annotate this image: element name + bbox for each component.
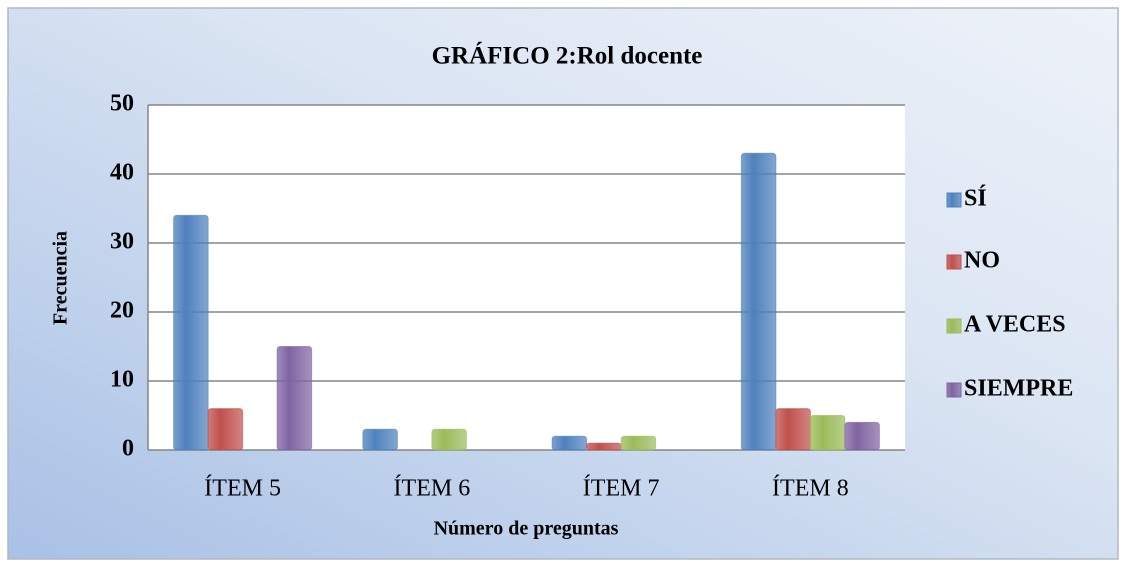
legend-swatch <box>946 254 962 270</box>
y-tick-label: 40 <box>110 160 134 186</box>
bar <box>551 435 588 451</box>
bar <box>173 214 209 451</box>
y-tick-label: 0 <box>122 436 134 462</box>
legend-label: NO <box>964 248 1000 274</box>
y-tick-label: 30 <box>110 229 134 255</box>
bar <box>620 435 657 451</box>
legend-swatch <box>946 382 962 398</box>
bar <box>844 421 880 451</box>
bar <box>740 152 777 451</box>
x-tick-label: ÍTEM 7 <box>583 476 660 502</box>
y-tick-label: 10 <box>110 367 134 393</box>
bar <box>775 408 811 451</box>
chart-title: GRÁFICO 2:Rol docente <box>432 42 703 70</box>
legend-label: SIEMPRE <box>964 376 1073 402</box>
x-axis-title: Número de preguntas <box>434 518 619 540</box>
legend-swatch <box>946 318 962 334</box>
legend-label: A VECES <box>964 312 1066 338</box>
bar <box>809 415 846 451</box>
x-tick-label: ÍTEM 5 <box>204 476 281 502</box>
bar <box>362 428 398 451</box>
bar <box>276 346 313 451</box>
bar <box>431 428 467 451</box>
legend-label: SÍ <box>964 186 987 212</box>
y-tick-label: 50 <box>110 91 134 117</box>
legend-swatch <box>946 192 962 208</box>
plot-area <box>148 105 905 450</box>
y-tick-label: 20 <box>110 298 134 324</box>
x-tick-label: ÍTEM 6 <box>394 476 471 502</box>
y-axis-title: Frecuencia <box>50 231 72 325</box>
x-tick-label: ÍTEM 8 <box>772 476 849 502</box>
bar <box>586 442 622 451</box>
bar <box>207 408 244 451</box>
